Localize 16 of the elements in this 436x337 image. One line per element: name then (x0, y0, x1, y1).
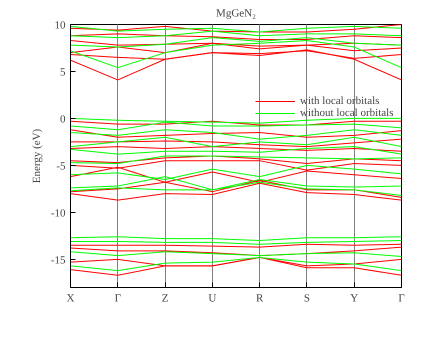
x-tick-label: Z (162, 292, 169, 304)
y-tick-label: 0 (60, 113, 66, 126)
x-tick-label: U (208, 292, 216, 304)
y-axis-title: Energy (eV) (30, 128, 43, 184)
x-tick-label: Γ (114, 292, 121, 304)
y-tick-label: 10 (54, 20, 66, 32)
chart-title: MgGeN₂ (216, 8, 256, 20)
y-tick-label: -10 (50, 207, 66, 220)
x-tick-label: R (256, 292, 264, 304)
y-tick-label: -15 (50, 254, 66, 266)
y-tick-label: -5 (56, 160, 66, 172)
x-tick-label: X (66, 292, 75, 304)
x-tick-label: Γ (398, 292, 405, 304)
x-tick-label: S (304, 292, 310, 304)
y-tick-label: 5 (60, 66, 66, 78)
x-tick-label: Y (350, 292, 358, 304)
